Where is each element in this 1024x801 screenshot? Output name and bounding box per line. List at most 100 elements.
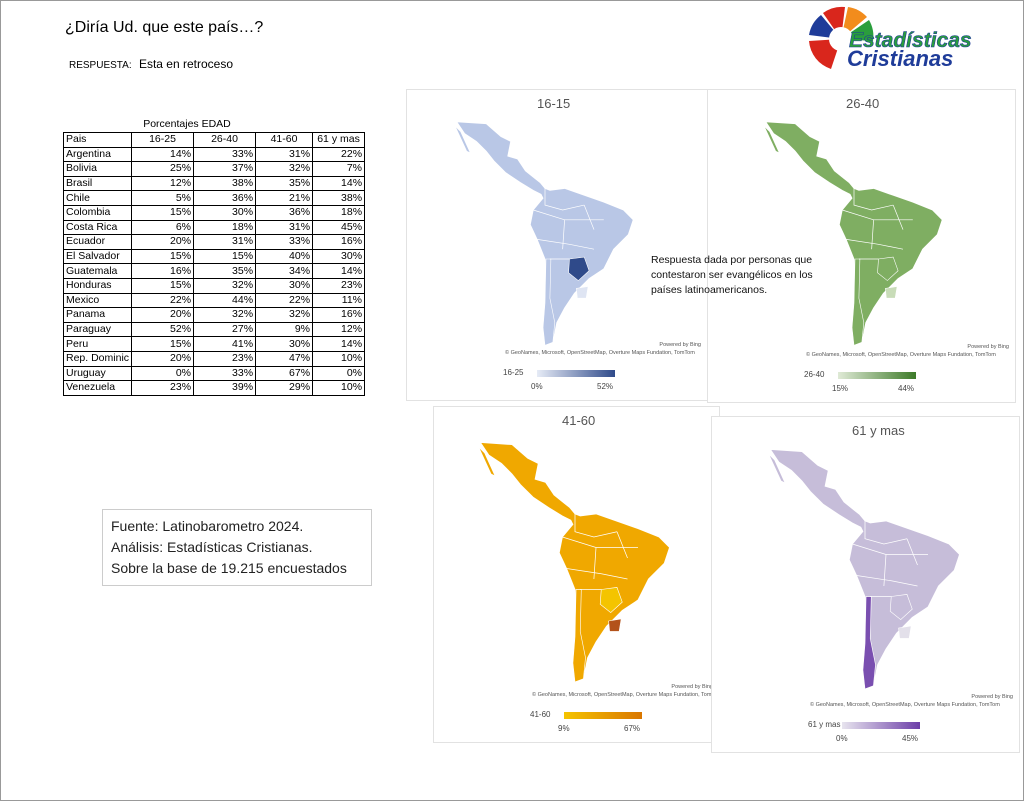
row-label: El Salvador xyxy=(62,248,133,265)
table-cell: 14% xyxy=(131,146,195,163)
table-row: Panama 20% 32% 32% 16% xyxy=(62,307,366,323)
table-cell: 25% xyxy=(131,161,195,177)
table-cell: 14% xyxy=(312,336,366,352)
table-cell: 14% xyxy=(312,263,366,279)
table-cell: 32% xyxy=(255,307,314,323)
table-cell: 32% xyxy=(193,307,257,323)
map xyxy=(767,448,961,690)
row-label: Panama xyxy=(62,307,133,323)
table-cell: 67% xyxy=(255,365,314,382)
table-cell: 12% xyxy=(312,321,366,338)
row-label: Paraguay xyxy=(62,321,133,338)
legend-max: 45% xyxy=(902,734,919,743)
table-cell: 18% xyxy=(312,204,366,221)
table-row: Paraguay 52% 27% 9% 12% xyxy=(62,321,366,338)
legend-label: 61 y mas xyxy=(808,720,841,729)
table-cell: 0% xyxy=(312,365,366,382)
legend-label: 16-25 xyxy=(503,368,524,377)
table-row: Honduras 15% 32% 30% 23% xyxy=(62,277,366,294)
answer-label: RESPUESTA: xyxy=(69,60,132,71)
table-cell: 18% xyxy=(193,219,257,236)
table-cell: 10% xyxy=(312,350,366,367)
column-header: 16-25 xyxy=(131,132,195,148)
row-label: Chile xyxy=(62,190,133,206)
logo-line2: Cristianas xyxy=(847,46,953,71)
map-panel: 61 y mas Powered by Bing © GeoNames, Micr… xyxy=(711,416,1020,753)
table-cell: 36% xyxy=(255,204,314,221)
table-row: Peru 15% 41% 30% 14% xyxy=(62,336,366,352)
map xyxy=(763,121,943,346)
table-cell: 10% xyxy=(312,380,366,396)
table-cell: 21% xyxy=(255,190,314,206)
table-cell: 38% xyxy=(312,190,366,206)
column-header: Pais xyxy=(62,132,133,148)
map-title: 26-40 xyxy=(846,96,880,111)
legend-max: 44% xyxy=(898,384,915,393)
row-label: Uruguay xyxy=(62,365,133,382)
powered-by: Powered by Bing xyxy=(659,342,701,348)
row-label: Rep. Dominic xyxy=(62,350,133,367)
legend-label: 26-40 xyxy=(804,370,825,379)
table-cell: 15% xyxy=(193,248,257,265)
table-cell: 9% xyxy=(255,321,314,338)
legend-min: 15% xyxy=(832,384,849,393)
table-cell: 14% xyxy=(312,175,366,192)
table-cell: 33% xyxy=(193,365,257,382)
data-table: Pais 16-25 26-40 41-60 61 y mas Argentina 14% 3… xyxy=(62,132,366,396)
table-cell: 16% xyxy=(312,234,366,250)
row-label: Mexico xyxy=(62,292,133,309)
attribution: © GeoNames, Microsoft, OpenStreetMap, Ov… xyxy=(810,702,1000,708)
row-label: Guatemala xyxy=(62,263,133,279)
map-panel: 41-60 Powered by Bing © GeoNames, Microso… xyxy=(433,406,720,743)
legend-label: 41-60 xyxy=(530,710,551,719)
column-header: 61 y mas xyxy=(312,132,366,148)
table-cell: 20% xyxy=(131,350,195,367)
table-row: Argentina 14% 33% 31% 22% xyxy=(62,146,366,163)
table-row: Colombia 15% 30% 36% 18% xyxy=(62,204,366,221)
table-cell: 15% xyxy=(131,336,195,352)
table-cell: 30% xyxy=(255,277,314,294)
map xyxy=(454,121,634,346)
legend-min: 0% xyxy=(531,382,543,391)
table-cell: 23% xyxy=(131,380,195,396)
table-cell: 32% xyxy=(255,161,314,177)
logo: Estadísticas Cristianas xyxy=(809,6,972,71)
legend-min: 0% xyxy=(836,734,848,743)
source-line: Fuente: Latinobarometro 2024. xyxy=(111,518,304,534)
legend-bar xyxy=(537,370,615,377)
map-title: 61 y mas xyxy=(852,423,905,438)
legend-bar xyxy=(838,372,916,379)
table-cell: 31% xyxy=(255,219,314,236)
map-panel: 16-15 Powered by Bing © GeoNames, Microso… xyxy=(406,89,708,401)
table-cell: 16% xyxy=(312,307,366,323)
table-row: Mexico 22% 44% 22% 11% xyxy=(62,292,366,309)
row-label: Bolivia xyxy=(62,161,133,177)
table-cell: 37% xyxy=(193,161,257,177)
powered-by: Powered by Bing xyxy=(971,694,1013,700)
table-cell: 27% xyxy=(193,321,257,338)
row-label: Venezuela xyxy=(62,380,133,396)
legend-bar xyxy=(564,712,642,719)
table-cell: 11% xyxy=(312,292,366,309)
table-cell: 36% xyxy=(193,190,257,206)
map-title: 41-60 xyxy=(562,413,596,428)
legend-min: 9% xyxy=(558,724,570,733)
table-cell: 12% xyxy=(131,175,195,192)
map xyxy=(477,441,671,683)
table-row: Rep. Dominic 20% 23% 47% 10% xyxy=(62,350,366,367)
table-cell: 35% xyxy=(255,175,314,192)
legend-max: 52% xyxy=(597,382,614,391)
table-title: Porcentajes EDAD xyxy=(143,118,231,130)
table-cell: 30% xyxy=(193,204,257,221)
row-label: Peru xyxy=(62,336,133,352)
table-cell: 29% xyxy=(255,380,314,396)
table-cell: 38% xyxy=(193,175,257,192)
table-cell: 31% xyxy=(255,146,314,163)
table-cell: 7% xyxy=(312,161,366,177)
row-label: Costa Rica xyxy=(62,219,133,236)
source-line: Sobre la base de 19.215 encuestados xyxy=(111,560,347,576)
table-row: Venezuela 23% 39% 29% 10% xyxy=(62,380,366,396)
row-label: Argentina xyxy=(62,146,133,163)
legend-bar xyxy=(842,722,920,729)
table-cell: 47% xyxy=(255,350,314,367)
